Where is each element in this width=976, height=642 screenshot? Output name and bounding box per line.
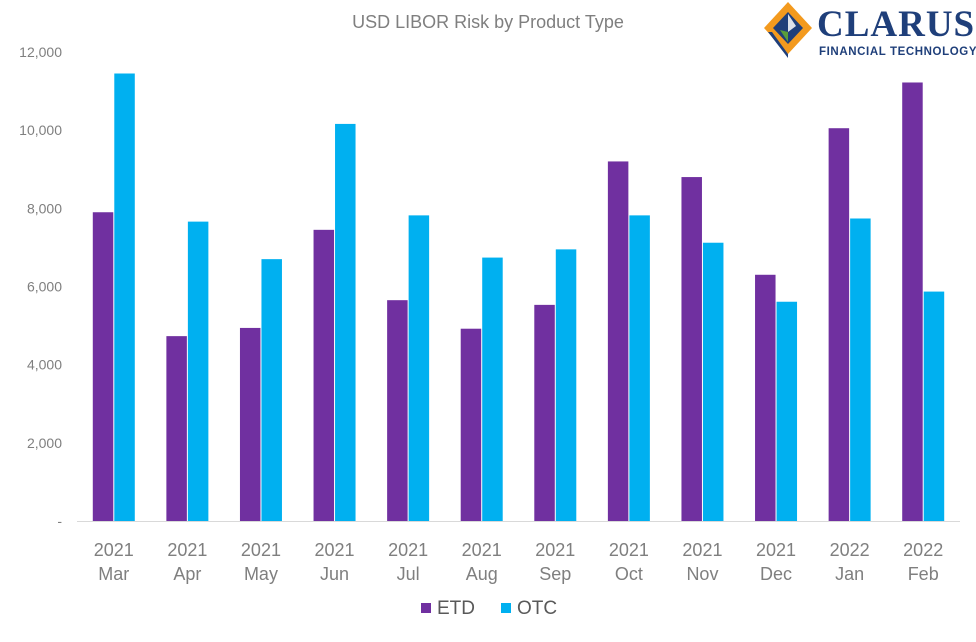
x-tick-label-year: 2021	[388, 540, 428, 560]
bar-etd	[387, 300, 408, 521]
y-tick-label: 10,000	[19, 122, 62, 138]
bar-otc	[555, 249, 577, 521]
y-tick-label: 6,000	[27, 279, 62, 295]
x-tick-label-year: 2022	[903, 540, 943, 560]
x-tick-label-month: Aug	[466, 564, 498, 584]
y-axis: - 2,000 4,000 6,000 8,000 10,000 12,000	[19, 44, 62, 529]
bar-otc	[776, 301, 798, 521]
x-tick-label-month: Jan	[835, 564, 864, 584]
bar-otc	[923, 291, 945, 521]
y-tick-label: 2,000	[27, 435, 62, 451]
bar-otc	[629, 215, 650, 521]
bar-etd	[92, 212, 114, 521]
legend: ETD OTC	[421, 598, 557, 619]
bar-etd	[755, 274, 776, 521]
legend-label: ETD	[437, 598, 475, 619]
bar-etd	[607, 161, 629, 521]
bar-etd	[239, 327, 261, 521]
bar-otc	[114, 73, 135, 521]
bar-etd	[902, 82, 923, 522]
bars-group	[92, 73, 945, 522]
legend-swatch	[501, 603, 511, 613]
bar-etd	[828, 128, 850, 521]
clarus-diamond-icon	[764, 2, 812, 58]
x-tick-label-year: 2021	[535, 540, 575, 560]
bar-etd	[166, 336, 187, 521]
logo-tagline: FINANCIAL TECHNOLOGY	[819, 46, 976, 58]
x-tick-label-month: May	[244, 564, 278, 584]
bar-otc	[261, 259, 282, 521]
bar-otc	[702, 242, 724, 521]
x-tick-label-year: 2021	[756, 540, 796, 560]
y-tick-label: -	[57, 513, 62, 529]
chart-title: USD LIBOR Risk by Product Type	[352, 12, 624, 32]
bar-etd	[681, 177, 702, 522]
y-tick-label: 4,000	[27, 357, 62, 373]
x-tick-label-year: 2021	[167, 540, 207, 560]
bar-otc	[408, 215, 430, 521]
x-tick-label-month: Dec	[760, 564, 792, 584]
x-tick-label-year: 2021	[609, 540, 649, 560]
logo-name: CLARUS	[817, 4, 975, 45]
y-tick-label: 8,000	[27, 200, 62, 216]
bar-etd	[534, 304, 555, 521]
x-tick-label-year: 2021	[315, 540, 355, 560]
bar-etd	[313, 229, 335, 521]
legend-swatch	[421, 603, 431, 613]
bar-otc	[850, 218, 871, 521]
x-tick-label-year: 2022	[830, 540, 870, 560]
x-tick-label-year: 2021	[682, 540, 722, 560]
y-tick-label: 12,000	[19, 44, 62, 60]
x-tick-label-month: Mar	[98, 564, 129, 584]
x-tick-label-year: 2021	[462, 540, 502, 560]
x-tick-label-month: Feb	[908, 564, 939, 584]
bar-etd	[460, 328, 482, 521]
x-tick-label-month: Sep	[539, 564, 571, 584]
x-tick-label-year: 2021	[241, 540, 281, 560]
x-tick-label-month: Jun	[320, 564, 349, 584]
x-axis: 2021 Mar 2021 Apr 2021 May 2021 Jun 2021 Jul 2021 A…	[77, 521, 960, 584]
bar-otc	[482, 257, 503, 521]
x-tick-label-month: Oct	[615, 564, 643, 584]
legend-label: OTC	[517, 598, 557, 619]
x-tick-label-month: Nov	[686, 564, 718, 584]
x-tick-label-year: 2021	[94, 540, 134, 560]
clarus-logo: CLARUS FINANCIAL TECHNOLOGY	[764, 2, 976, 58]
x-tick-label-month: Apr	[173, 564, 201, 584]
x-tick-label-month: Jul	[397, 564, 420, 584]
bar-otc	[335, 123, 356, 521]
bar-otc	[187, 221, 209, 521]
